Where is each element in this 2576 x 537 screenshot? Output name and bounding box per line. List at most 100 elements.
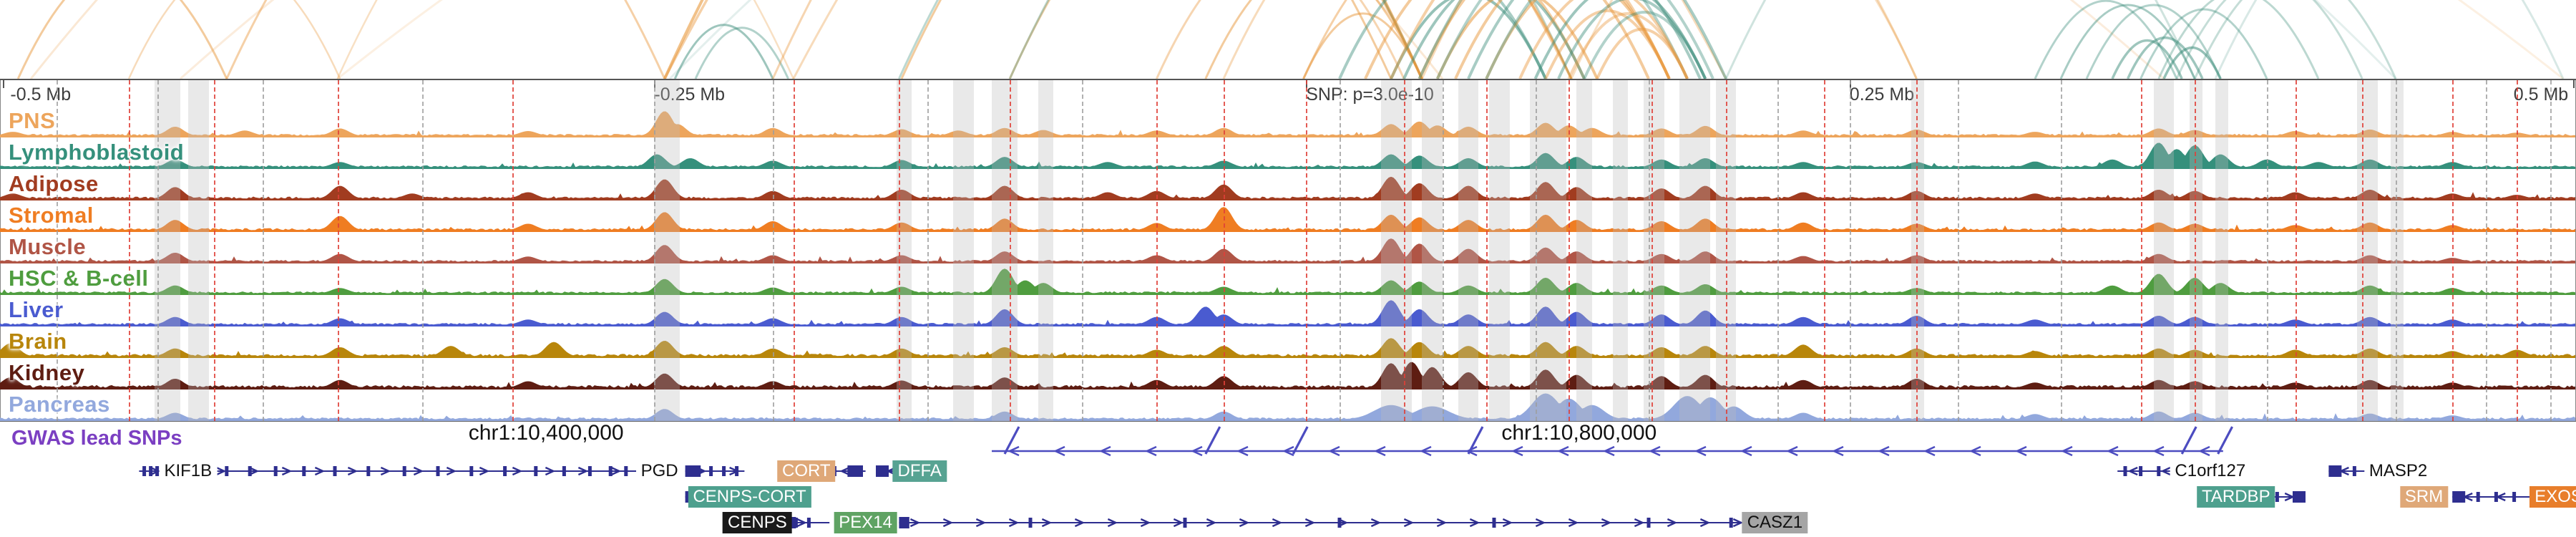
lead-snp-marker [2180, 426, 2197, 455]
track-liver: Liver [0, 295, 2576, 326]
exon-tick [1337, 518, 1342, 528]
strand-arrow-left [2127, 466, 2138, 476]
strand-arrow-right [347, 466, 358, 476]
track-signal-pancreas [0, 393, 2576, 421]
track-label-hsc-b-cell: HSC & B-cell [9, 266, 149, 291]
track-label-stromal: Stromal [9, 203, 94, 228]
strand-arrow-left [2160, 466, 2171, 476]
gene-label-cenps: CENPS [723, 512, 792, 533]
interaction-arc [1418, 0, 1650, 79]
strand-arrow-left [1511, 445, 1523, 457]
interaction-arc [1390, 0, 1547, 79]
ruler-label-0-25-mb: 0.25 Mb [1849, 84, 1915, 105]
interaction-arc [1567, 11, 1689, 79]
exon-tick [735, 466, 739, 476]
strand-arrow-right [610, 466, 622, 476]
interaction-arc [1544, 9, 1671, 79]
exon-block [899, 517, 909, 528]
exon-tick [587, 466, 592, 476]
interaction-arc [2059, 4, 2196, 79]
exon-tick [562, 466, 566, 476]
strand-arrow-right [479, 466, 490, 476]
interaction-arc [2085, 4, 2222, 79]
gwas-lead-snps-label: GWAS lead SNPs [11, 427, 182, 450]
exon-tick [302, 466, 306, 476]
interaction-arc [2175, 0, 2363, 79]
interaction-arc [1204, 0, 1423, 79]
interaction-arc [2193, 0, 2397, 79]
strand-arrow-right [1699, 518, 1711, 528]
interaction-arc [1485, 0, 1714, 79]
lead-snp-marker [1467, 426, 1484, 455]
signal-tracks-panel: -0.5 Mb -0.25 Mb SNP: p=3.0e-10 0.25 Mb 0.5 … [0, 79, 2576, 422]
gene-label-tardbp: TARDBP [2197, 486, 2275, 508]
exon-tick [333, 466, 337, 476]
strand-arrow-left [1099, 445, 1111, 457]
track-label-pns: PNS [9, 108, 56, 133]
strand-arrow-left [1328, 445, 1340, 457]
axis-position-label: chr1:10,800,000 [1501, 421, 1657, 445]
interaction-arc [1557, 0, 1707, 79]
strand-arrow-right [1041, 518, 1053, 528]
strand-arrow-right [1107, 518, 1118, 528]
strand-arrow-right [1667, 518, 1678, 528]
exon-tick [1646, 518, 1651, 528]
strand-arrow-right [1370, 518, 1382, 528]
exon-tick [722, 466, 726, 476]
interaction-arc [2162, 46, 2222, 79]
strand-arrow-right [215, 466, 227, 476]
gene-label-dffa: DFFA [892, 460, 947, 482]
track-signal-kidney [0, 362, 2576, 390]
strand-arrow-left [2107, 445, 2119, 457]
strand-arrow-right [1436, 518, 1448, 528]
strand-arrow-right [796, 518, 807, 528]
exon-block [685, 465, 701, 477]
ruler-label-0-5-mb: -0.5 Mb [10, 84, 72, 105]
track-hsc-b-cell: HSC & B-cell [0, 263, 2576, 295]
exon-tick [2275, 492, 2279, 502]
strand-arrow-right [975, 518, 987, 528]
gene-label-cort: CORT [777, 460, 836, 482]
strand-arrow-left [2015, 445, 2027, 457]
strand-arrow-left [839, 466, 850, 476]
track-signal-muscle [0, 238, 2576, 263]
strand-arrow-right [1601, 518, 1612, 528]
gene-label-pex14: PEX14 [834, 512, 897, 533]
strand-arrow-right [1469, 518, 1480, 528]
strand-arrow-right [942, 518, 954, 528]
exon-block [2328, 465, 2342, 477]
exon-tick [2512, 492, 2517, 502]
gene-label-c1orf127: C1orf127 [2170, 460, 2251, 482]
exon-tick [402, 466, 406, 476]
exon-tick [503, 466, 507, 476]
interaction-arc [1156, 0, 1405, 79]
track-label-adipose: Adipose [9, 171, 99, 196]
exon-tick [608, 466, 613, 476]
strand-arrow-left [1969, 445, 1981, 457]
track-label-liver: Liver [9, 297, 64, 322]
strand-arrow-right [1272, 518, 1283, 528]
interaction-arc [336, 0, 794, 79]
strand-arrow-left [1236, 445, 1249, 457]
tissue-tracks: PNS Lymphoblastoid Adipose Stromal Muscle HSC… [0, 106, 2576, 421]
interaction-arc [1390, 0, 1671, 79]
track-label-lymphoblastoid: Lymphoblastoid [9, 140, 185, 165]
exon-tick [469, 466, 474, 476]
track-stromal: Stromal [0, 200, 2576, 232]
exon-tick [149, 466, 153, 476]
ruler-tick [2, 80, 4, 88]
lead-snp-marker [1204, 426, 1221, 455]
strand-arrow-right [1304, 518, 1316, 528]
exon-tick [248, 466, 252, 476]
strand-arrow-right [1140, 518, 1151, 528]
interaction-arc [2157, 0, 2320, 79]
strand-arrow-right [545, 466, 556, 476]
interaction-arc [1302, 12, 1423, 79]
strand-arrow-right [314, 466, 326, 476]
strand-arrow-left [1145, 445, 1157, 457]
exon-block [847, 465, 863, 477]
strand-arrow-right [577, 466, 589, 476]
strand-arrow-left [1465, 445, 1478, 457]
track-signal-lymphoblastoid [0, 142, 2576, 169]
strand-arrow-right [380, 466, 391, 476]
